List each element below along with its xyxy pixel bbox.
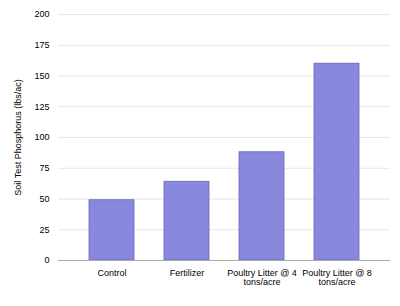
svg-text:Fertilizer: Fertilizer	[170, 268, 205, 278]
svg-text:Poultry Litter @ 4tons/acre: Poultry Litter @ 4tons/acre	[227, 268, 297, 287]
svg-text:Poultry Litter @ 8tons/acre: Poultry Litter @ 8tons/acre	[302, 268, 372, 287]
svg-text:75: 75	[39, 163, 49, 173]
svg-text:200: 200	[34, 9, 49, 19]
svg-text:25: 25	[39, 225, 49, 235]
svg-text:50: 50	[39, 194, 49, 204]
svg-text:Soil Test Phosphorus (lbs/ac): Soil Test Phosphorus (lbs/ac)	[13, 79, 23, 195]
svg-text:100: 100	[34, 132, 49, 142]
svg-text:Control: Control	[97, 268, 126, 278]
svg-text:150: 150	[34, 71, 49, 81]
svg-text:175: 175	[34, 40, 49, 50]
svg-text:125: 125	[34, 102, 49, 112]
svg-text:0: 0	[44, 255, 49, 265]
